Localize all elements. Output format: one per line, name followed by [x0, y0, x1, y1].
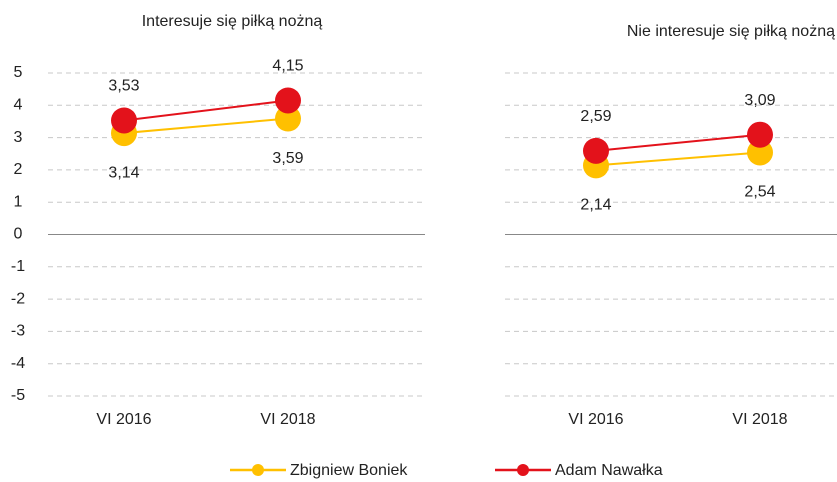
- marker: [275, 105, 301, 132]
- marker: [747, 139, 773, 166]
- marker: [583, 137, 609, 164]
- data-label: 3,53: [108, 78, 139, 95]
- marker: [275, 87, 301, 114]
- y-tick-label: -2: [11, 290, 25, 307]
- data-label: 2,59: [580, 108, 611, 125]
- marker: [111, 107, 137, 134]
- data-label: 3,59: [272, 150, 303, 167]
- data-label: 4,15: [272, 58, 303, 75]
- x-tick-label: VI 2018: [732, 411, 787, 428]
- legend-marker: [252, 464, 264, 476]
- x-tick-label: VI 2016: [568, 411, 623, 428]
- y-tick-label: 4: [14, 97, 23, 114]
- data-label: 2,14: [580, 197, 611, 214]
- y-tick-label: 5: [14, 64, 23, 81]
- chart-title: Interesuje się piłką nożną: [142, 13, 323, 30]
- data-label: 2,54: [744, 184, 775, 201]
- y-tick-label: 3: [14, 129, 23, 146]
- data-label: 3,14: [108, 164, 139, 181]
- y-tick-label: -3: [11, 323, 25, 340]
- y-tick-label: 1: [14, 193, 23, 210]
- series-line: [123, 99, 289, 122]
- series-line: [595, 151, 761, 167]
- y-tick-label: 0: [14, 226, 23, 243]
- data-label: 3,09: [744, 92, 775, 109]
- legend-label: Zbigniew Boniek: [290, 462, 408, 479]
- x-tick-label: VI 2016: [96, 411, 151, 428]
- y-tick-label: 2: [14, 161, 23, 178]
- y-tick-label: -1: [11, 258, 25, 275]
- legend-marker: [517, 464, 529, 476]
- series-line: [123, 117, 289, 135]
- x-tick-label: VI 2018: [260, 411, 315, 428]
- chart-title: Nie interesuje się piłką nożną: [627, 23, 835, 40]
- series-line: [595, 133, 761, 152]
- legend-label: Adam Nawałka: [555, 462, 663, 479]
- marker: [747, 121, 773, 148]
- y-tick-label: -4: [11, 355, 25, 372]
- y-tick-label: -5: [11, 387, 25, 404]
